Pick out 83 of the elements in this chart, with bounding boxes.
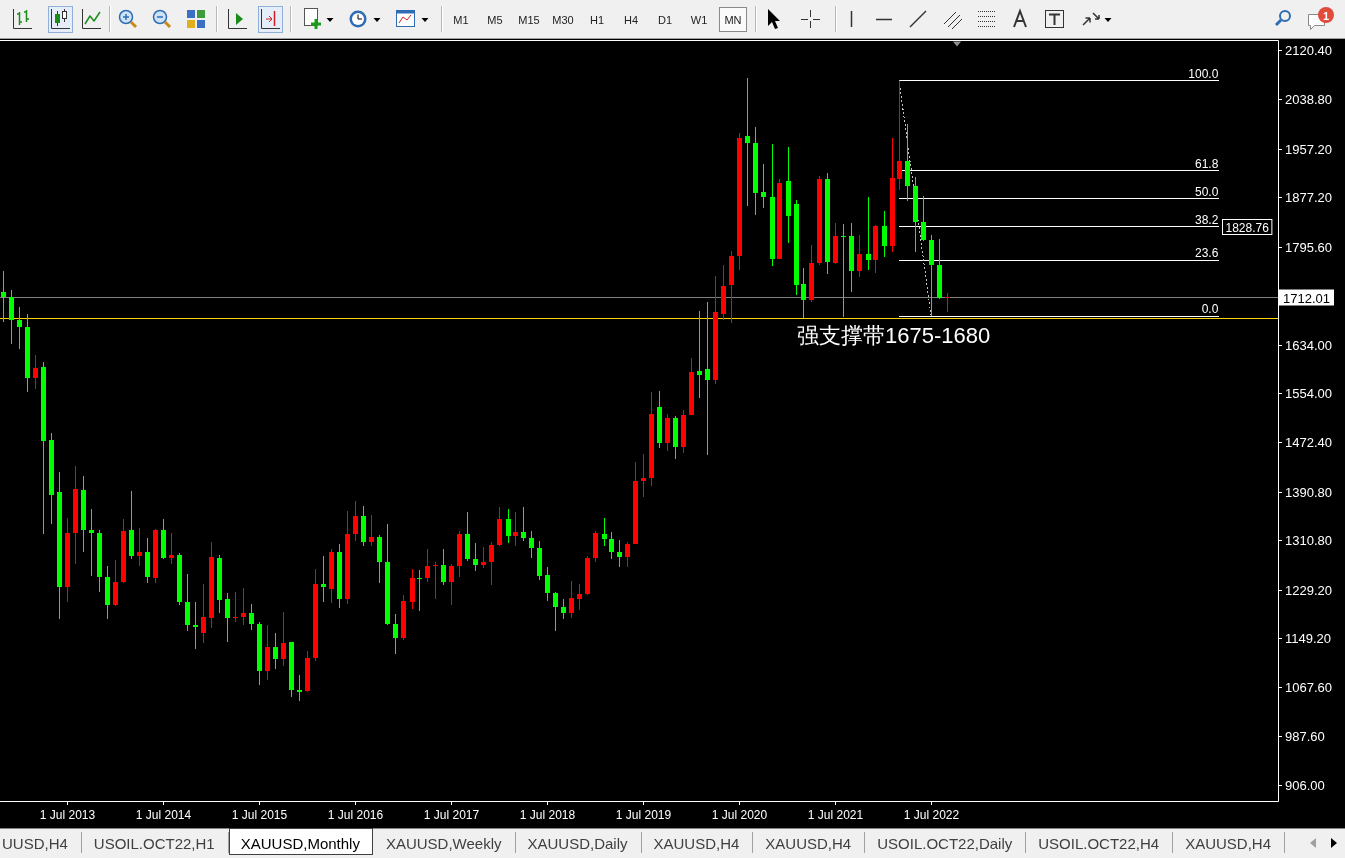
candlestick	[369, 515, 374, 546]
candlestick	[233, 592, 238, 622]
annotation: 强支撑带1675-1680	[796, 322, 991, 348]
text: M5	[487, 14, 503, 26]
text: H1	[589, 14, 605, 26]
y-tick-label: 2120.40	[1285, 43, 1332, 58]
y-tick-label: 1877.20	[1285, 190, 1332, 205]
text: W1	[690, 14, 708, 26]
text: XAUUSD,Monthly	[240, 834, 361, 852]
x-tick-label: 1 Jul 2018	[519, 808, 576, 822]
x-tick-label: 1 Jul 2017	[423, 808, 480, 822]
y-tick-label: 1229.20	[1285, 583, 1332, 598]
text: XAUUSD,Daily	[527, 834, 629, 852]
candlestick	[17, 307, 22, 349]
candlestick	[89, 509, 94, 576]
x-tick-label: 1 Jul 2014	[135, 808, 192, 822]
y-tick-label: 1472.40	[1285, 435, 1332, 450]
candlestick	[1, 271, 6, 322]
candlestick	[297, 675, 302, 701]
y-tick-label: 1554.00	[1285, 386, 1332, 401]
candlestick	[521, 507, 526, 541]
text: M30	[552, 14, 574, 26]
x-tick-label: 1 Jul 2015	[231, 808, 288, 822]
candlestick	[617, 540, 622, 567]
candlestick	[705, 302, 710, 455]
text: USOIL.OCT22,H4	[1038, 834, 1160, 852]
series-label: 50.0	[1195, 184, 1219, 199]
candlestick	[897, 81, 902, 190]
candlestick	[841, 224, 846, 317]
x-tick-label: 1 Jul 2013	[39, 808, 96, 822]
text: 1	[1322, 9, 1330, 22]
ref-line-label: 1712.01	[1283, 290, 1330, 306]
candlestick	[602, 518, 607, 546]
x-tick-label: 1 Jul 2016	[327, 808, 384, 822]
series-label: 61.8	[1195, 156, 1219, 171]
x-tick-label: 1 Jul 2022	[903, 808, 960, 822]
text: MN	[724, 14, 742, 26]
x-tick-label: 1 Jul 2019	[615, 808, 672, 822]
text: M1	[453, 14, 469, 26]
candlestick	[866, 197, 871, 270]
legend-label: 38.2	[1195, 212, 1219, 227]
series-label: 23.6	[1195, 246, 1219, 261]
text: USOIL.OCT22,H1	[93, 834, 215, 852]
y-tick-label: 1795.60	[1285, 240, 1332, 255]
candlestick	[193, 602, 198, 649]
text: D1	[657, 14, 673, 26]
candlestick	[481, 547, 486, 568]
text: USOIL.OCT22,Daily	[877, 834, 1013, 852]
candlestick	[321, 556, 326, 602]
y-tick-label: 906.00	[1285, 778, 1325, 793]
text: XAUUSD,Weekly	[385, 834, 502, 852]
y-tick-label: 1067.60	[1285, 680, 1332, 695]
y-tick-label: 1390.80	[1285, 485, 1332, 500]
y-tick-label: 987.60	[1285, 729, 1325, 744]
candlestick	[745, 78, 750, 206]
series-label: 0.0	[1201, 302, 1219, 317]
candlestick	[473, 543, 478, 571]
y-tick-label: 1957.20	[1285, 142, 1332, 157]
candlestick	[761, 164, 766, 208]
y-tick-label: 1634.00	[1285, 338, 1332, 353]
y-tick-label: 2038.80	[1285, 92, 1332, 107]
y-tick-label: 1310.80	[1285, 533, 1332, 548]
text: XAUUSD,H4	[1185, 834, 1271, 852]
x-tick-label: 1 Jul 2020	[711, 808, 768, 822]
candlestick	[697, 311, 702, 398]
data-label: 1828.76	[1225, 220, 1270, 235]
text: UUSD,H4	[1, 834, 68, 852]
x-tick-label: 1 Jul 2021	[807, 808, 864, 822]
series-label: 100.0	[1188, 66, 1219, 81]
candlestick	[433, 562, 438, 599]
candlestick	[241, 588, 246, 625]
candlestick	[577, 584, 582, 610]
text: XAUUSD,H4	[765, 834, 852, 852]
candlestick	[169, 533, 174, 564]
candlestick	[417, 570, 422, 611]
text: XAUUSD,H4	[653, 834, 740, 852]
candlestick	[641, 454, 646, 497]
candlestick	[137, 528, 142, 566]
candlestick	[945, 293, 950, 312]
candlestick	[513, 512, 518, 546]
text: H4	[623, 14, 639, 26]
text: M15	[518, 14, 540, 26]
y-tick-label: 1149.20	[1285, 631, 1332, 646]
